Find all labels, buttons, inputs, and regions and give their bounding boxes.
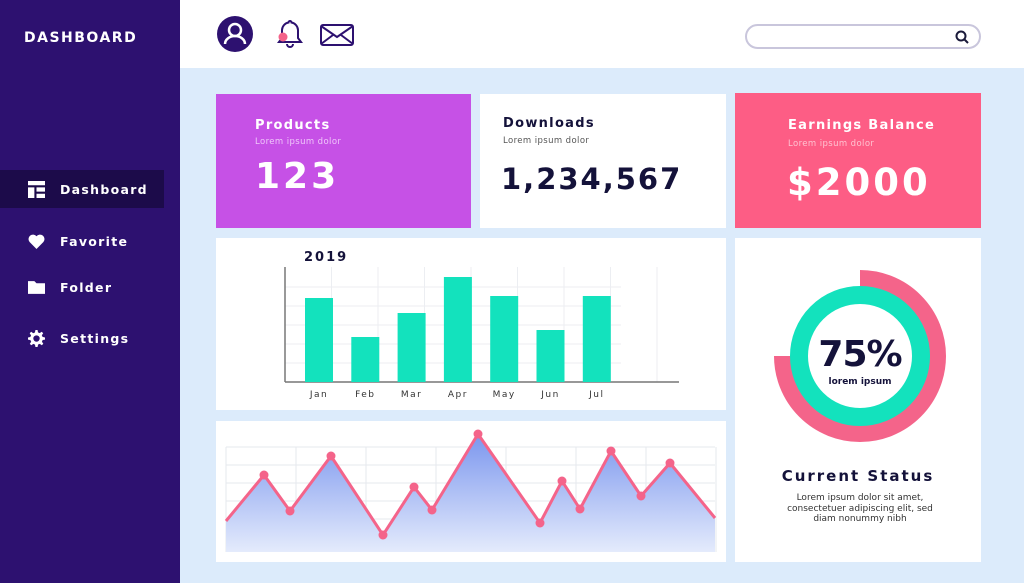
x-tick-label: Jun	[540, 390, 560, 400]
sidebar: DASHBOARD Dashboard Favorite Folder Sett…	[0, 0, 180, 583]
search-icon[interactable]	[955, 30, 969, 44]
earnings-title: Earnings Balance	[788, 118, 936, 133]
area-chart	[224, 429, 717, 552]
data-point	[636, 491, 646, 501]
sidebar-item-label: Folder	[60, 279, 113, 295]
gear-icon	[28, 329, 45, 347]
downloads-subtitle: Lorem ipsum dolor	[503, 136, 590, 146]
products-subtitle: Lorem ipsum dolor	[255, 137, 342, 147]
user-avatar-icon[interactable]	[216, 15, 254, 53]
downloads-value: 1,234,567	[501, 162, 683, 196]
products-card: Products Lorem ipsum dolor 123	[216, 94, 471, 228]
products-title: Products	[255, 118, 331, 133]
bar-apr	[443, 277, 472, 382]
data-point	[665, 458, 675, 468]
bar-jul	[582, 296, 611, 382]
folder-icon	[28, 280, 45, 294]
heart-icon	[28, 234, 45, 249]
data-point	[535, 518, 545, 528]
sidebar-item-settings[interactable]: Settings	[0, 319, 164, 357]
bar-chart: Jan Feb Mar Apr May Jun Jul	[284, 267, 679, 400]
sidebar-item-label: Settings	[60, 330, 130, 346]
status-percent: 75%	[818, 334, 902, 375]
progress-arc	[774, 270, 946, 442]
status-caption: lorem ipsum	[828, 377, 892, 387]
sidebar-item-folder[interactable]: Folder	[0, 268, 164, 306]
sidebar-item-label: Favorite	[60, 233, 129, 249]
earnings-value: $2000	[787, 161, 931, 204]
sidebar-title: DASHBOARD	[24, 30, 138, 46]
grid-icon	[28, 180, 45, 198]
products-value: 123	[255, 156, 340, 197]
bar-jun	[536, 330, 565, 382]
data-point	[557, 476, 567, 486]
data-point	[378, 530, 388, 540]
bar-may	[490, 296, 519, 382]
status-donut	[774, 270, 946, 442]
downloads-title: Downloads	[503, 116, 595, 131]
x-tick-label: Feb	[355, 390, 375, 400]
mail-icon[interactable]	[320, 24, 354, 46]
data-point	[285, 506, 295, 516]
x-tick-label: Mar	[401, 390, 422, 400]
status-card: 75% lorem ipsum Current Status Lorem ips…	[735, 238, 981, 562]
area-fill	[226, 434, 715, 552]
bar-feb	[351, 337, 380, 382]
status-title: Current Status	[781, 467, 935, 485]
status-text: Lorem ipsum dolor sit amet, consectetuer…	[787, 493, 933, 524]
area-chart-card	[216, 421, 726, 562]
x-tick-label: Jul	[588, 390, 604, 400]
bar-jan	[305, 298, 333, 382]
sidebar-item-favorite[interactable]: Favorite	[0, 222, 164, 260]
data-point	[259, 470, 269, 480]
sidebar-item-dashboard[interactable]: Dashboard	[0, 170, 164, 208]
x-tick-label: May	[493, 390, 516, 400]
x-tick-label: Apr	[448, 390, 468, 400]
earnings-subtitle: Lorem ipsum dolor	[788, 139, 875, 149]
data-point	[575, 504, 585, 514]
downloads-card: Downloads Lorem ipsum dolor 1,234,567	[480, 94, 726, 228]
search-input[interactable]	[745, 24, 981, 49]
inner-ring	[790, 286, 930, 426]
bell-icon[interactable]	[276, 18, 304, 50]
bar-chart-card: 2019 Jan Feb Mar Apr May Jun Jul	[216, 238, 726, 410]
bar-chart-title: 2019	[304, 250, 349, 265]
earnings-card: Earnings Balance Lorem ipsum dolor $2000	[735, 93, 981, 228]
data-point	[473, 429, 483, 439]
data-point	[409, 482, 419, 492]
data-point	[606, 446, 616, 456]
data-point	[427, 505, 437, 515]
data-point	[326, 451, 336, 461]
sidebar-item-label: Dashboard	[60, 181, 148, 197]
x-tick-label: Jan	[309, 390, 328, 400]
bar-mar	[397, 313, 426, 382]
